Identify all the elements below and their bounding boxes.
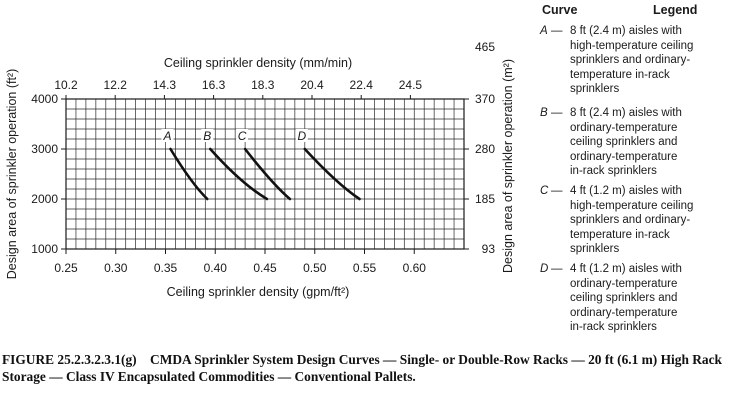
legend-line: high-temperature ceiling xyxy=(570,39,694,52)
legend-line: sprinklers and ordinary- xyxy=(570,54,691,66)
curve-label-bg xyxy=(161,129,174,142)
curve-a xyxy=(169,147,209,201)
legend-line: sprinklers xyxy=(570,83,620,95)
x2-tick-label: 14.3 xyxy=(153,78,177,92)
x2-tick-label: 24.5 xyxy=(399,78,423,92)
legend-line: temperature in-rack xyxy=(570,228,670,241)
y-axis-title: Design area of sprinkler operation (ft²) xyxy=(5,69,19,280)
x2-tick-label: 16.3 xyxy=(202,78,226,92)
y-tick-label: 2000 xyxy=(31,192,58,206)
figure-caption-text: CMDA Sprinkler System Design Curves — Si… xyxy=(2,352,722,384)
x2-tick-label: 18.3 xyxy=(251,78,275,92)
legend-line: high-temperature ceiling xyxy=(570,199,694,212)
x2-tick-label: 20.4 xyxy=(300,78,324,92)
curve-label-bg xyxy=(295,129,308,142)
legend-line: sprinklers xyxy=(570,243,620,255)
y2-tick-label: 370 xyxy=(475,92,495,106)
y2-tick-label: 465 xyxy=(475,40,495,54)
figure-caption: FIGURE 25.2.3.2.3.1(g) CMDA Sprinkler Sy… xyxy=(2,351,732,385)
curve-d xyxy=(303,147,361,201)
legend-dash: — xyxy=(551,185,563,197)
curve-c xyxy=(243,147,292,201)
curve-b xyxy=(208,147,269,201)
legend-dash: — xyxy=(551,25,563,37)
y-tick-label: 4000 xyxy=(31,92,58,106)
legend-line: 4 ft (1.2 m) aisles with xyxy=(570,185,682,197)
x2-tick-label: 12.2 xyxy=(104,78,128,92)
curve-label-bg xyxy=(236,129,249,142)
legend-line: ordinary-temperature xyxy=(570,150,678,163)
curve-label-b: B xyxy=(203,129,211,143)
legend-header: Curve Legend xyxy=(538,3,728,19)
legend-letter: C xyxy=(540,185,549,197)
legend-letter: D xyxy=(540,263,549,275)
curve-label-c: C xyxy=(238,129,247,143)
legend-line: 8 ft (2.4 m) aisles with xyxy=(570,25,682,37)
x-tick-label: 0.50 xyxy=(303,261,327,275)
y2-axis-title: Design area of sprinkler operation (m²) xyxy=(501,59,515,273)
sprinkler-design-chart: 0.25 0.30 0.35 0.40 0.45 0.50 0.55 0.60 10.2 12.2… xyxy=(5,40,515,299)
legend-dash: — xyxy=(551,107,563,119)
legend-description: 8 ft (2.4 m) aisles with high-temperatur… xyxy=(570,24,732,97)
y-tick-label: 1000 xyxy=(31,242,58,256)
y-tick-label: 3000 xyxy=(31,142,58,156)
legend-letter: A xyxy=(540,25,548,37)
curve-label-d: D xyxy=(297,129,306,143)
y2-tick-label: 185 xyxy=(475,192,495,206)
x-tick-label: 0.55 xyxy=(353,261,377,275)
curve-legend: Curve Legend A — 8 ft (2.4 m) aisles wit… xyxy=(538,0,734,340)
legend-line: 8 ft (2.4 m) aisles with xyxy=(570,107,682,119)
legend-description: 4 ft (1.2 m) aisles with ordinary-temper… xyxy=(570,262,732,335)
x-tick-label: 0.35 xyxy=(154,261,178,275)
x-axis-title: Ceiling sprinkler density (gpm/ft²) xyxy=(167,285,350,299)
x-tick-label: 0.25 xyxy=(54,261,78,275)
legend-line: ceiling sprinklers and xyxy=(570,292,678,304)
legend-letter: B xyxy=(540,107,548,119)
legend-description: 8 ft (2.4 m) aisles with ordinary-temper… xyxy=(570,106,732,179)
legend-line: in-rack sprinklers xyxy=(570,321,657,333)
x-tick-label: 0.60 xyxy=(403,261,427,275)
legend-line: ceiling sprinklers and xyxy=(570,136,678,148)
figure-label: FIGURE 25.2.3.2.3.1(g) xyxy=(2,352,137,367)
legend-header-legend: Legend xyxy=(653,3,698,17)
legend-line: ordinary-temperature xyxy=(570,277,678,290)
curve-label-a: A xyxy=(162,129,171,143)
legend-header-curve: Curve xyxy=(542,3,578,17)
legend-dash: — xyxy=(551,263,563,275)
x2-axis-title: Ceiling sprinkler density (mm/min) xyxy=(164,56,352,70)
legend-line: sprinklers and ordinary- xyxy=(570,214,691,226)
legend-line: in-rack sprinklers xyxy=(570,165,657,177)
x2-tick-label: 10.2 xyxy=(54,78,78,92)
legend-description: 4 ft (1.2 m) aisles with high-temperatur… xyxy=(570,184,732,257)
x-tick-label: 0.40 xyxy=(204,261,228,275)
y2-tick-label: 280 xyxy=(475,142,495,156)
x2-tick-label: 22.4 xyxy=(350,78,374,92)
legend-line: 4 ft (1.2 m) aisles with xyxy=(570,263,682,275)
legend-line: ordinary-temperature xyxy=(570,306,678,319)
y2-tick-label: 93 xyxy=(482,242,496,256)
curve-label-bg xyxy=(201,129,214,142)
legend-line: ordinary-temperature xyxy=(570,121,678,134)
legend-line: temperature in-rack xyxy=(570,68,670,81)
x-tick-label: 0.30 xyxy=(104,261,128,275)
x-tick-label: 0.45 xyxy=(253,261,277,275)
